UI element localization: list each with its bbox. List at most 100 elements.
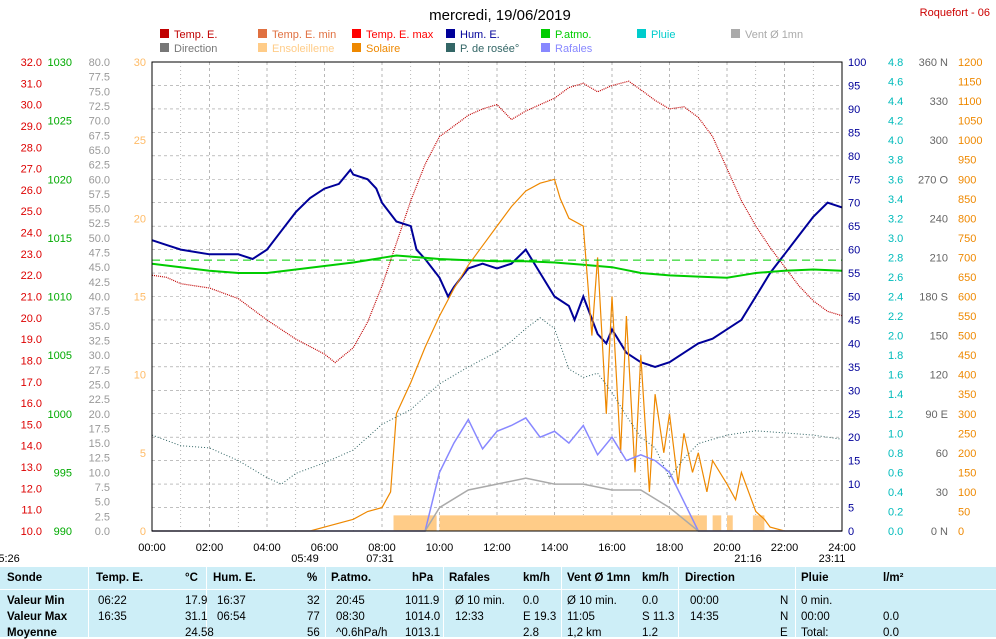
tick-label-solar_wm2: 850 [958,194,976,206]
series-p-de-ros-e [151,317,843,485]
stats-hum-val: 77 [307,611,320,623]
tick-label-wind_kmh: 25.0 [89,379,110,391]
stats-raf-val: 2.8 [523,627,539,639]
th-patmo: P.atmo. [331,572,372,584]
tick-label-wind_kmh: 17.5 [89,423,110,435]
tick-label-wind_kmh: 55.0 [89,204,110,216]
stats-pluie-time: Total: [801,627,829,639]
weather-chart: 10.0 11.0 12.0 13.0 14.0 15.0 16.0 17.0 18.0 19.0… [0,7,990,565]
tick-label-pressure_hpa: 1020 [48,174,72,186]
th-direction: Direction [685,572,735,584]
stats-raf-val: E 19.3 [523,611,557,623]
tick-label-humidity_pct: 20 [848,432,860,444]
tick-label-wind_kmh: 80.0 [89,57,110,69]
tick-label-wind_kmh: 72.5 [89,101,110,113]
tick-label-humidity_pct: 40 [848,338,860,350]
tick-label-solar_wm2: 1100 [958,96,982,108]
tick-label-solar_wm2: 300 [958,409,976,421]
tick-label-temp_c: 10.0 [21,526,42,538]
tick-label-direction: 0 N [931,526,948,538]
tick-label-humidity_pct: 70 [848,198,860,210]
series-vent-1mn [152,477,842,532]
legend-swatch [446,43,455,52]
tick-label-rain_lm2: 3.8 [888,155,903,167]
tick-label-direction: 180 S [919,292,948,304]
legend-label: Rafales [555,43,593,55]
tick-label-wind_kmh: 60.0 [89,174,110,186]
tick-label-rain_lm2: 0.0 [888,526,903,538]
tick-label-solar_wm2: 1200 [958,57,982,69]
legend-label: Vent Ø 1mn [745,29,803,41]
th-vent: Vent Ø 1mn [567,572,631,584]
x-tick-label: 12:00 [483,542,511,554]
tick-label-solar_wm2: 750 [958,233,976,245]
tick-label-rain_lm2: 2.0 [888,331,903,343]
tick-label-humidity_pct: 60 [848,245,860,257]
legend-label: Direction [174,43,217,55]
stats-pluie-val: 0.0 [883,611,899,623]
tick-label-rain_lm2: 0.4 [888,487,903,499]
tick-label-solar_wm2: 0 [958,526,964,538]
tick-label-temp_c: 31.0 [21,78,42,90]
tick-label-rain_lm2: 2.8 [888,252,903,264]
tick-label-wind_kmh: 12.5 [89,453,110,465]
legend-swatch [160,43,169,52]
tick-label-solar_wm2: 600 [958,292,976,304]
series-rafales [152,416,842,532]
tick-label-wind_kmh: 37.5 [89,306,110,318]
tick-label-pressure_hpa: 1025 [48,116,72,128]
tick-label-solar_wm2: 700 [958,252,976,264]
x-tick-label: 24:00 [828,542,856,554]
tick-label-temp_c: 26.0 [21,185,42,197]
time-markers: 15:26 05:49 07:31 21:16 23:11 [0,553,845,565]
stats-vent-val: S 11.3 [642,611,675,623]
stats-dir-time: 00:00 [690,595,719,607]
th-patmo-unit: hPa [412,572,434,584]
stats-hum-val: 32 [307,595,320,607]
th-rafales: Rafales [449,572,490,584]
tick-label-temp_c: 28.0 [21,142,42,154]
stats-raf-val: 0.0 [523,595,539,607]
legend-label: Pluie [651,29,675,41]
stats-temp-val: 31.1 [185,611,208,623]
tick-label-temp_c: 25.0 [21,206,42,218]
stats-patmo-val: 1014.0 [405,611,441,623]
tick-label-wind_kmh: 20.0 [89,409,110,421]
stats-dir-val: N [780,611,789,623]
legend-label: Hum. E. [460,29,500,41]
tick-label-solar_wm2: 50 [958,506,970,518]
station-name: Roquefort - 06 [920,7,990,19]
tick-label-minutes: 15 [134,292,146,304]
tick-label-humidity_pct: 100 [848,57,866,69]
stats-dir-time: 14:35 [690,611,719,623]
legend-swatch [541,29,550,38]
sunshine-block [727,515,733,531]
stats-patmo-val: 1011.9 [405,595,440,607]
tick-label-wind_kmh: 7.5 [95,482,110,494]
tick-label-minutes: 5 [140,448,146,460]
tick-label-pressure_hpa: 995 [54,467,72,479]
tick-label-direction: 150 [930,331,948,343]
sunshine-block [712,515,722,531]
tick-label-rain_lm2: 3.4 [888,194,903,206]
x-tick-label: 02:00 [196,542,224,554]
stats-table: Sonde Temp. E. °C Hum. E. % P.atmo. hPa … [0,567,996,639]
x-tick-label: 06:00 [311,542,339,554]
tick-label-direction: 360 N [919,57,948,69]
legend-swatch [160,29,169,38]
tick-label-rain_lm2: 3.0 [888,233,903,245]
legend-label: P. de rosée° [460,43,519,55]
stats-pluie-time: 00:00 [801,611,830,623]
tick-label-temp_c: 21.0 [21,292,42,304]
stats-vent-time: 1,2 km [567,627,602,639]
stats-vent-time: Ø 10 min. [567,595,617,607]
tick-label-humidity_pct: 65 [848,221,860,233]
x-tick-label: 16:00 [598,542,626,554]
th-hum-unit: % [307,572,318,584]
tick-label-pressure_hpa: 1015 [48,233,72,245]
legend-label: P.atmo. [555,29,592,41]
tick-label-solar_wm2: 150 [958,467,976,479]
tick-label-pressure_hpa: 1000 [48,409,72,421]
tick-label-humidity_pct: 45 [848,315,860,327]
tick-label-rain_lm2: 1.4 [888,389,903,401]
